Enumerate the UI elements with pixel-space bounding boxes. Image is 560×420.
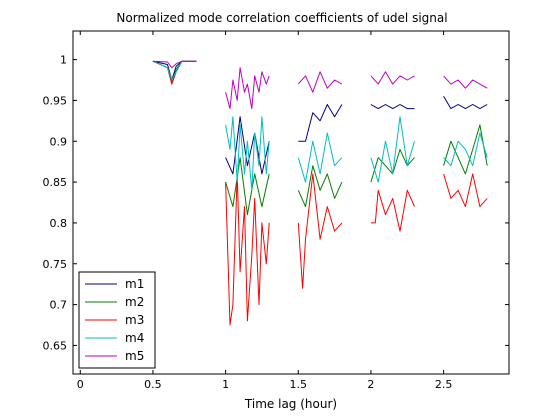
y-tick-label: 0.95	[43, 94, 68, 107]
legend-label-m4: m4	[125, 331, 144, 345]
x-tick-label: 0	[77, 378, 84, 391]
x-axis-label: Time lag (hour)	[244, 397, 337, 411]
x-tick-label: 2.5	[435, 378, 453, 391]
legend-label-m3: m3	[125, 313, 144, 327]
legend-label-m5: m5	[125, 349, 144, 363]
axis-ticks: 0 0.5 1 1.5 2 2.5 0.65 0.7 0.75 0.8 0.85 0.9 0.95 1	[43, 31, 509, 391]
y-tick-label: 0.75	[43, 258, 68, 271]
x-tick-label: 1	[222, 378, 229, 391]
y-tick-label: 0.8	[50, 217, 68, 230]
legend-label-m1: m1	[125, 277, 144, 291]
series-line-m3	[152, 60, 488, 326]
series-layer	[152, 60, 488, 326]
x-tick-label: 0.5	[144, 378, 162, 391]
y-tick-label: 0.65	[43, 339, 68, 352]
y-tick-label: 0.9	[50, 135, 68, 148]
chart-title: Normalized mode correlation coefficients…	[116, 11, 447, 25]
series-line-m1	[152, 60, 488, 175]
y-tick-label: 0.7	[50, 299, 68, 312]
x-tick-label: 2	[367, 378, 374, 391]
series-line-m5	[152, 60, 488, 110]
series-line-m4	[152, 60, 488, 191]
y-tick-label: 1	[60, 54, 67, 67]
y-tick-label: 0.85	[43, 176, 68, 189]
x-tick-label: 1.5	[290, 378, 308, 391]
legend: m1 m2 m3 m4 m5	[78, 271, 156, 369]
legend-label-m2: m2	[125, 295, 144, 309]
